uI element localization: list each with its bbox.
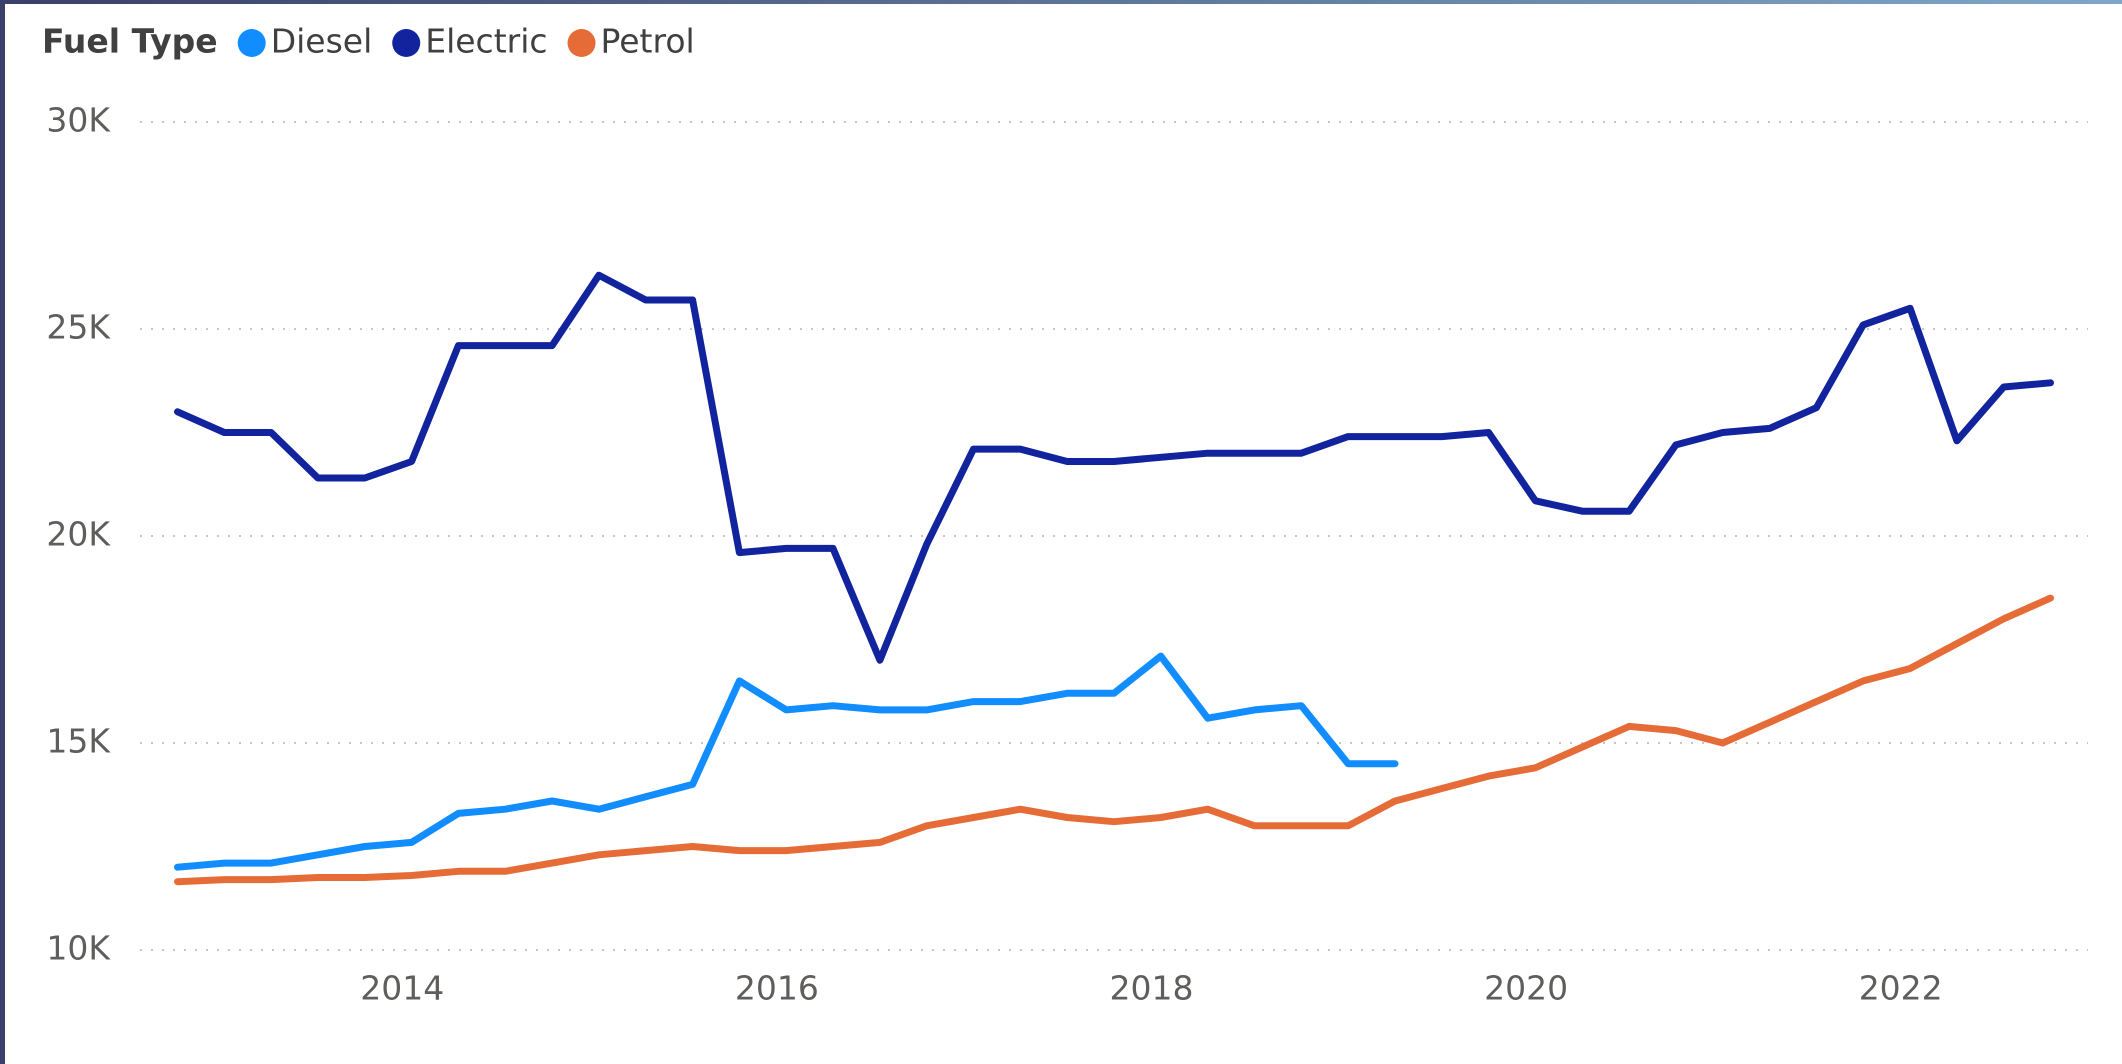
- series-line: [174, 652, 1399, 871]
- legend-label: Petrol: [601, 22, 695, 61]
- series-line: [174, 594, 2054, 886]
- y-tick-label: 10K: [46, 929, 111, 968]
- legend-title: Fuel Type: [42, 22, 218, 61]
- legend: Fuel Type Diesel Electric Petrol: [42, 22, 695, 61]
- y-tick-label: 25K: [46, 308, 111, 347]
- x-tick-label: 2018: [1109, 969, 1193, 1008]
- x-tick-label: 2016: [735, 969, 819, 1008]
- legend-marker: [567, 29, 596, 57]
- frame-top: [0, 0, 2122, 4]
- legend-marker: [392, 29, 421, 57]
- legend-label: Diesel: [271, 22, 373, 61]
- legend-marker: [237, 29, 266, 57]
- series-line: [174, 271, 2054, 664]
- x-tick-label: 2014: [360, 969, 444, 1008]
- x-tick-label: 2020: [1484, 969, 1568, 1008]
- y-tick-label: 30K: [46, 101, 111, 140]
- y-tick-label: 15K: [46, 722, 111, 761]
- x-tick-label: 2022: [1859, 969, 1943, 1008]
- legend-label: Electric: [425, 22, 547, 61]
- y-tick-label: 20K: [46, 515, 111, 554]
- frame-left: [0, 0, 5, 1064]
